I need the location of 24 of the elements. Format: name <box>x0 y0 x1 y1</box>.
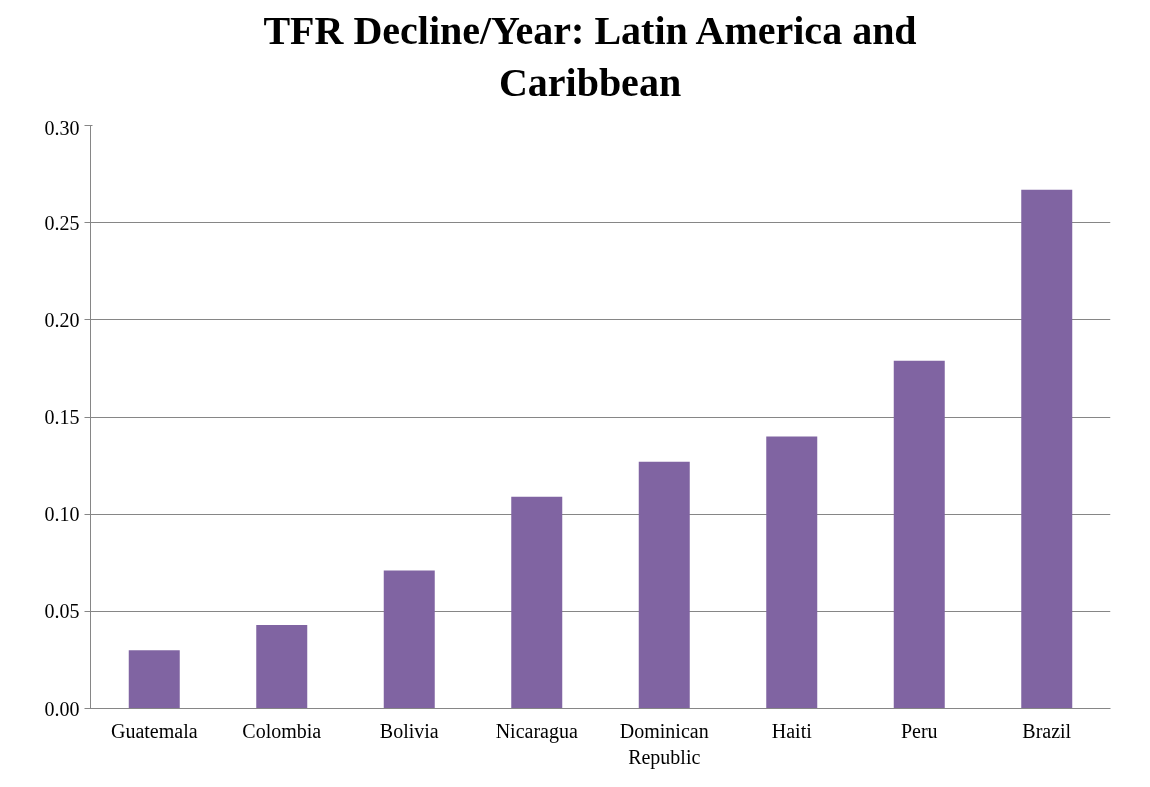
chart-title: TFR Decline/Year: Latin America and Caribbean <box>262 7 918 107</box>
y-tick-label: 0.05 <box>44 600 80 623</box>
x-tick-label: Haiti <box>771 719 813 742</box>
bar <box>511 496 563 709</box>
bar <box>893 360 945 709</box>
x-tick-label: Colombia <box>242 719 322 742</box>
y-tick-label: 0.30 <box>44 116 80 139</box>
bar <box>638 461 690 709</box>
y-tick-label: 0.20 <box>44 308 80 331</box>
x-tick-label: Guatemala <box>110 719 198 742</box>
bar <box>256 624 308 709</box>
x-tick-label: Bolivia <box>379 719 439 742</box>
y-tick-label: 0.00 <box>44 697 80 720</box>
y-tick-label: 0.15 <box>44 406 80 428</box>
bar <box>766 436 818 709</box>
bar <box>1021 189 1073 709</box>
x-tick-label: Peru <box>900 719 938 742</box>
x-tick-label: Nicaragua <box>495 719 578 743</box>
bar <box>383 570 435 709</box>
x-tick-label: Brazil <box>1022 719 1072 742</box>
x-tick-label: Dominican Republic <box>619 719 709 769</box>
y-tick-label: 0.25 <box>44 211 80 234</box>
bar <box>128 650 180 709</box>
y-tick-label: 0.10 <box>44 503 80 526</box>
